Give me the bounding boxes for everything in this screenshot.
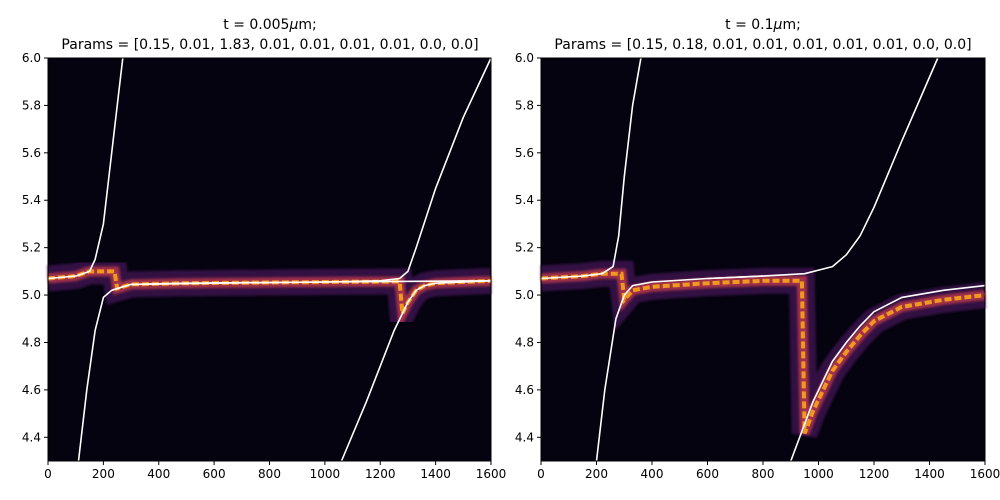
x-tick-label: 800: [258, 467, 281, 481]
mode-line-1: [540, 57, 642, 280]
y-tick-label: 5.6: [515, 146, 534, 160]
x-tick-label: 200: [585, 467, 608, 481]
x-tick-label: 0: [44, 467, 52, 481]
heat-band-core: [540, 271, 986, 435]
y-tick-label: 4.6: [22, 383, 41, 397]
y-tick-label: 5.4: [515, 193, 534, 207]
y-tick-label: 4.4: [22, 430, 41, 444]
right-title-line2: Params = [0.15, 0.18, 0.01, 0.01, 0.01, …: [554, 37, 971, 53]
x-tick-label: 1600: [476, 467, 507, 481]
right-x-ticks: 0 200 400 600 800 1000 1200 1400 1600: [537, 461, 1000, 481]
mode-line-4: [340, 280, 492, 462]
y-tick-label: 6.0: [515, 51, 534, 65]
mode-line-2: [595, 275, 764, 462]
left-y-ticks: 4.4 4.6 4.8 5.0 5.2 5.4 5.6 5.8 6.0: [22, 51, 48, 444]
right-heatmap: [540, 260, 987, 439]
x-tick-label: 800: [752, 467, 775, 481]
x-tick-label: 0: [537, 467, 545, 481]
right-mode-lines: [540, 57, 986, 462]
mode-line-3: [131, 57, 492, 286]
y-tick-label: 4.8: [22, 335, 41, 349]
x-tick-label: 400: [641, 467, 664, 481]
mode-line-4: [790, 284, 986, 462]
left-title-line2: Params = [0.15, 0.01, 1.83, 0.01, 0.01, …: [61, 37, 478, 53]
mode-line-1: [47, 57, 124, 280]
y-tick-label: 5.4: [22, 193, 41, 207]
y-tick-label: 5.2: [22, 241, 41, 255]
x-tick-label: 1200: [859, 467, 890, 481]
right-y-ticks: 4.4 4.6 4.8 5.0 5.2 5.4 5.6 5.8 6.0: [515, 51, 541, 444]
y-tick-label: 4.4: [515, 430, 534, 444]
y-tick-label: 5.2: [515, 241, 534, 255]
mode-line-3: [707, 57, 939, 280]
x-tick-label: 1000: [310, 467, 341, 481]
x-tick-label: 1400: [420, 467, 451, 481]
y-tick-label: 4.8: [515, 335, 534, 349]
left-panel: t = 0.005μm; Params = [0.15, 0.01, 1.83,…: [22, 17, 506, 481]
x-tick-label: 600: [696, 467, 719, 481]
left-mode-lines: [47, 57, 492, 462]
x-tick-label: 200: [92, 467, 115, 481]
left-title-line1: t = 0.005μm;: [223, 17, 316, 33]
x-tick-label: 600: [203, 467, 226, 481]
y-tick-label: 5.0: [515, 288, 534, 302]
y-tick-label: 5.0: [22, 288, 41, 302]
x-tick-label: 1200: [365, 467, 396, 481]
y-tick-label: 6.0: [22, 51, 41, 65]
right-panel: t = 0.1μm; Params = [0.15, 0.18, 0.01, 0…: [515, 17, 1000, 481]
y-tick-label: 5.6: [22, 146, 41, 160]
y-tick-label: 4.6: [515, 383, 534, 397]
right-plot-area: [541, 58, 985, 461]
y-tick-label: 5.8: [515, 98, 534, 112]
x-tick-label: 1600: [970, 467, 1000, 481]
x-tick-label: 400: [147, 467, 170, 481]
y-tick-label: 5.8: [22, 98, 41, 112]
x-tick-label: 1000: [803, 467, 834, 481]
x-tick-label: 1400: [914, 467, 945, 481]
right-title-line1: t = 0.1μm;: [725, 17, 801, 33]
left-x-ticks: 0 200 400 600 800 1000 1200 1400 1600: [44, 461, 506, 481]
